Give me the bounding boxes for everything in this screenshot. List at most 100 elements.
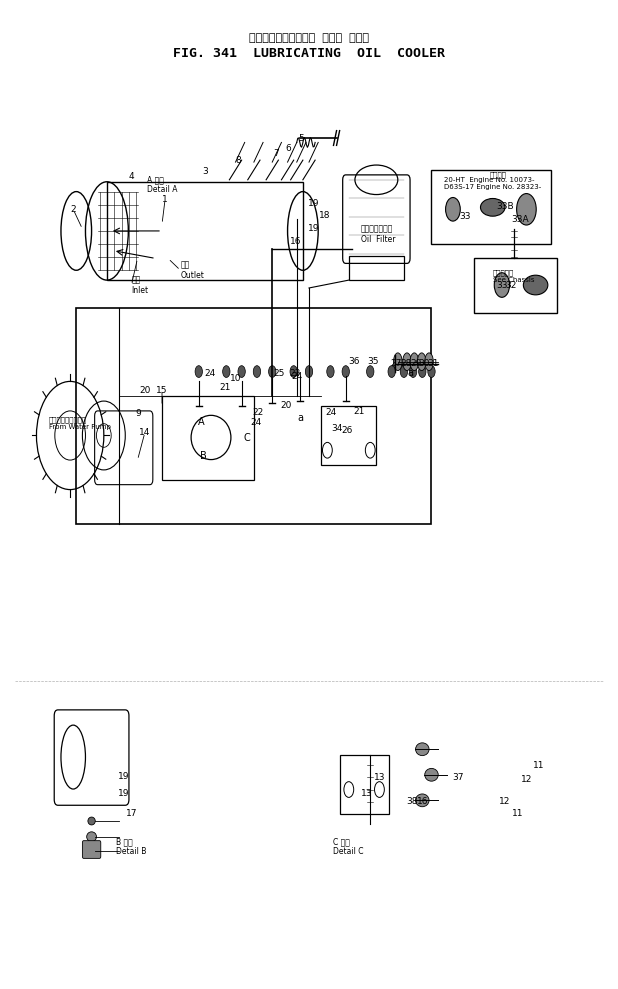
Circle shape	[305, 366, 313, 378]
Text: 7: 7	[274, 148, 279, 157]
Circle shape	[400, 366, 408, 378]
Text: a: a	[407, 368, 413, 378]
Text: B: B	[200, 451, 207, 461]
Circle shape	[388, 366, 396, 378]
Text: 入口
Inlet: 入口 Inlet	[132, 275, 148, 295]
Circle shape	[410, 366, 417, 378]
Text: 13: 13	[374, 773, 385, 782]
Circle shape	[327, 366, 334, 378]
Text: 18: 18	[319, 211, 331, 220]
Text: 31: 31	[427, 359, 438, 368]
Ellipse shape	[523, 275, 548, 295]
Text: 36: 36	[348, 357, 360, 366]
Ellipse shape	[394, 353, 402, 371]
Text: 21: 21	[219, 383, 231, 392]
Ellipse shape	[415, 794, 429, 807]
Circle shape	[418, 366, 426, 378]
Text: ルーブリケーティング  オイル  クーラ: ルーブリケーティング オイル クーラ	[249, 34, 369, 44]
Text: A: A	[198, 416, 204, 426]
Text: 19: 19	[117, 772, 129, 781]
Text: 20-HT  Engine No. 10073-
D63S-17 Engine No. 28323-: 20-HT Engine No. 10073- D63S-17 Engine N…	[444, 177, 541, 190]
Ellipse shape	[480, 199, 505, 217]
Text: 16: 16	[290, 237, 302, 246]
Ellipse shape	[88, 817, 95, 825]
Text: 28: 28	[400, 359, 412, 368]
Text: 24: 24	[251, 418, 262, 427]
Text: C: C	[243, 433, 250, 443]
Circle shape	[366, 366, 374, 378]
Text: 車種関係用
See Chassis: 車種関係用 See Chassis	[493, 269, 534, 283]
Text: 24: 24	[291, 372, 302, 381]
Text: 13: 13	[362, 789, 373, 798]
Text: a: a	[297, 412, 303, 422]
Circle shape	[342, 366, 349, 378]
Text: 27: 27	[391, 359, 402, 368]
Text: 23: 23	[289, 369, 300, 378]
Ellipse shape	[87, 832, 96, 842]
Text: 34: 34	[331, 424, 342, 433]
Text: 2: 2	[70, 205, 76, 214]
Circle shape	[428, 366, 435, 378]
Text: 10: 10	[230, 374, 241, 383]
Text: 35: 35	[368, 357, 379, 366]
Ellipse shape	[425, 353, 433, 371]
Bar	[475, 258, 557, 313]
Ellipse shape	[403, 353, 411, 371]
Bar	[340, 756, 389, 814]
Ellipse shape	[410, 353, 418, 371]
Text: 21: 21	[353, 407, 365, 416]
Text: 25: 25	[273, 369, 285, 378]
Text: 11: 11	[512, 809, 523, 818]
Text: 4: 4	[129, 172, 134, 181]
Text: 19: 19	[308, 225, 320, 233]
Text: 20: 20	[281, 402, 292, 410]
Text: 19: 19	[117, 789, 129, 798]
Text: 33: 33	[496, 281, 507, 290]
Ellipse shape	[417, 353, 426, 371]
Circle shape	[446, 198, 460, 222]
Circle shape	[222, 366, 230, 378]
Bar	[431, 170, 551, 243]
Text: 12: 12	[499, 797, 510, 806]
Bar	[76, 308, 431, 524]
Text: B 詳細
Detail B: B 詳細 Detail B	[116, 837, 146, 856]
Text: 8: 8	[235, 155, 241, 164]
Text: 33B: 33B	[496, 202, 514, 211]
Text: 3: 3	[202, 167, 208, 176]
Text: 17: 17	[125, 809, 137, 818]
Text: 24: 24	[326, 408, 337, 417]
FancyBboxPatch shape	[82, 841, 101, 858]
Text: 24: 24	[205, 369, 216, 378]
Text: C 詳細
Detail C: C 詳細 Detail C	[334, 837, 364, 856]
Text: FIG. 341  LUBRICATING  OIL  COOLER: FIG. 341 LUBRICATING OIL COOLER	[173, 47, 445, 60]
Bar	[107, 182, 303, 280]
Ellipse shape	[494, 273, 510, 298]
Text: 20: 20	[139, 386, 151, 395]
Text: オイルフィルタ
Oil  Filter: オイルフィルタ Oil Filter	[361, 225, 396, 243]
Text: 33A: 33A	[512, 215, 529, 224]
Text: 11: 11	[533, 762, 544, 770]
Bar	[321, 406, 376, 465]
Text: 9: 9	[136, 409, 142, 418]
Text: 14: 14	[139, 428, 151, 437]
Circle shape	[269, 366, 276, 378]
Text: 5: 5	[298, 134, 305, 143]
Text: A 詳細
Detail A: A 詳細 Detail A	[146, 175, 177, 195]
Text: 37: 37	[452, 773, 464, 782]
Text: 6: 6	[286, 143, 291, 153]
Bar	[162, 397, 254, 480]
Text: 30: 30	[418, 359, 430, 368]
Circle shape	[517, 194, 536, 225]
Circle shape	[290, 366, 297, 378]
Text: 32: 32	[506, 281, 517, 290]
Text: 通用号策: 通用号策	[489, 171, 507, 178]
Text: 16: 16	[417, 797, 428, 806]
Text: 19: 19	[308, 199, 320, 208]
Ellipse shape	[425, 768, 438, 781]
Text: 22: 22	[253, 408, 264, 417]
Text: ヲーターポンプから
From Water Pump: ヲーターポンプから From Water Pump	[49, 417, 111, 430]
Text: 38: 38	[406, 797, 418, 806]
Text: 12: 12	[521, 775, 532, 784]
Circle shape	[195, 366, 203, 378]
Text: 26: 26	[341, 426, 353, 435]
